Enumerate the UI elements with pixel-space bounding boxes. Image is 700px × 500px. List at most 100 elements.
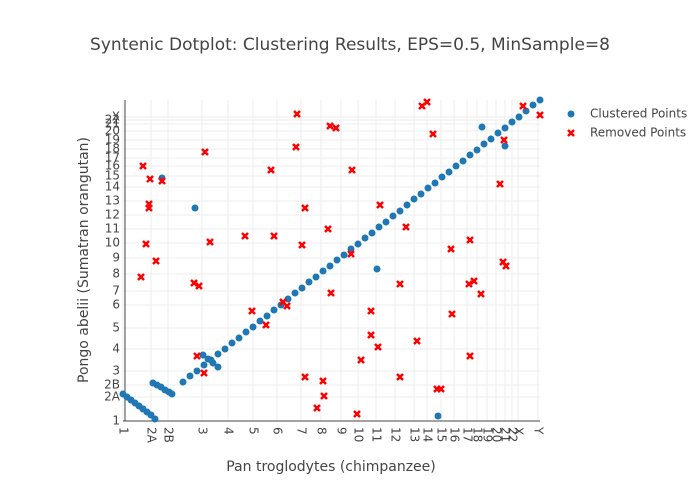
point [142, 240, 150, 248]
y-tick-label: 22 [105, 113, 120, 127]
point [152, 257, 160, 265]
point [291, 289, 299, 297]
point [319, 267, 327, 275]
point [312, 273, 320, 281]
point [191, 204, 199, 212]
x-tick-label: 22 [506, 427, 520, 442]
point [389, 212, 397, 220]
point [368, 229, 376, 237]
x-tick-label: 2A [145, 427, 159, 444]
point [437, 385, 445, 393]
point [348, 166, 356, 174]
point [465, 280, 473, 288]
point [332, 124, 340, 132]
y-tick-label: 14 [105, 180, 120, 194]
point [340, 251, 348, 259]
x-tick-label: 20 [490, 427, 504, 442]
point [353, 410, 361, 418]
point [193, 367, 201, 375]
point [301, 204, 309, 212]
x-tick-label: 19 [481, 427, 495, 442]
point [158, 177, 166, 185]
y-tick-label: 12 [105, 208, 120, 222]
point [470, 277, 478, 285]
point [263, 312, 271, 320]
x-tick-label: 16 [448, 427, 462, 442]
point [423, 98, 431, 106]
legend-marker [567, 110, 575, 118]
y-tick-label: 16 [105, 159, 120, 173]
point [195, 282, 203, 290]
x-tick-label: 8 [315, 427, 329, 435]
point [283, 302, 291, 310]
point [354, 240, 362, 248]
point [298, 241, 306, 249]
y-tick-label: 9 [112, 251, 120, 265]
point [375, 223, 383, 231]
point [466, 352, 474, 360]
x-tick-label: 17 [461, 427, 475, 442]
point [494, 129, 502, 137]
x-tick-label: 4 [222, 427, 236, 435]
point [179, 378, 187, 386]
legend-label: Clustered Points [590, 107, 687, 121]
point [347, 250, 355, 258]
legend-marker [567, 129, 575, 137]
point [536, 96, 544, 104]
point [477, 290, 485, 298]
y-axis-title: Pongo abelii (Sumatran orangutan) [76, 137, 92, 383]
y-tick-label: X [112, 110, 120, 124]
point [249, 323, 257, 331]
point [270, 306, 278, 314]
point [402, 223, 410, 231]
point [168, 390, 176, 398]
point [267, 166, 275, 174]
point [235, 334, 243, 342]
y-tick-label: 4 [112, 342, 120, 356]
point [438, 173, 446, 181]
point [522, 107, 530, 115]
x-axis-title: Pan troglodytes (chimpanzee) [226, 459, 436, 475]
y-tick-label: 1 [112, 414, 120, 428]
point [327, 289, 335, 297]
point [241, 232, 249, 240]
point [367, 331, 375, 339]
x-tick-label: 21 [499, 427, 513, 442]
point [326, 122, 334, 130]
point [410, 195, 418, 203]
y-tick-label: 10 [105, 236, 120, 250]
point [199, 351, 207, 359]
point [403, 201, 411, 209]
y-tick-label: 15 [105, 169, 120, 183]
point [431, 179, 439, 187]
point [298, 284, 306, 292]
point [256, 317, 264, 325]
point [466, 236, 474, 244]
point [373, 265, 381, 273]
point [501, 142, 509, 150]
point [228, 339, 236, 347]
x-tick-label: 3 [196, 427, 210, 435]
point [367, 307, 375, 315]
point [242, 328, 250, 336]
point [500, 136, 508, 144]
point [515, 113, 523, 121]
x-tick-label: 9 [335, 427, 349, 435]
point [262, 321, 270, 329]
x-tick-label: 7 [295, 427, 309, 435]
point [480, 140, 488, 148]
point [293, 110, 301, 118]
point [146, 175, 154, 183]
point [200, 361, 208, 369]
x-tick-label: 1 [117, 427, 131, 435]
point [186, 372, 194, 380]
point [382, 218, 390, 226]
point [324, 225, 332, 233]
point [429, 130, 437, 138]
point [326, 262, 334, 270]
point [445, 168, 453, 176]
point [424, 184, 432, 192]
point [478, 123, 486, 131]
chart-title: Syntenic Dotplot: Clustering Results, EP… [90, 35, 610, 55]
